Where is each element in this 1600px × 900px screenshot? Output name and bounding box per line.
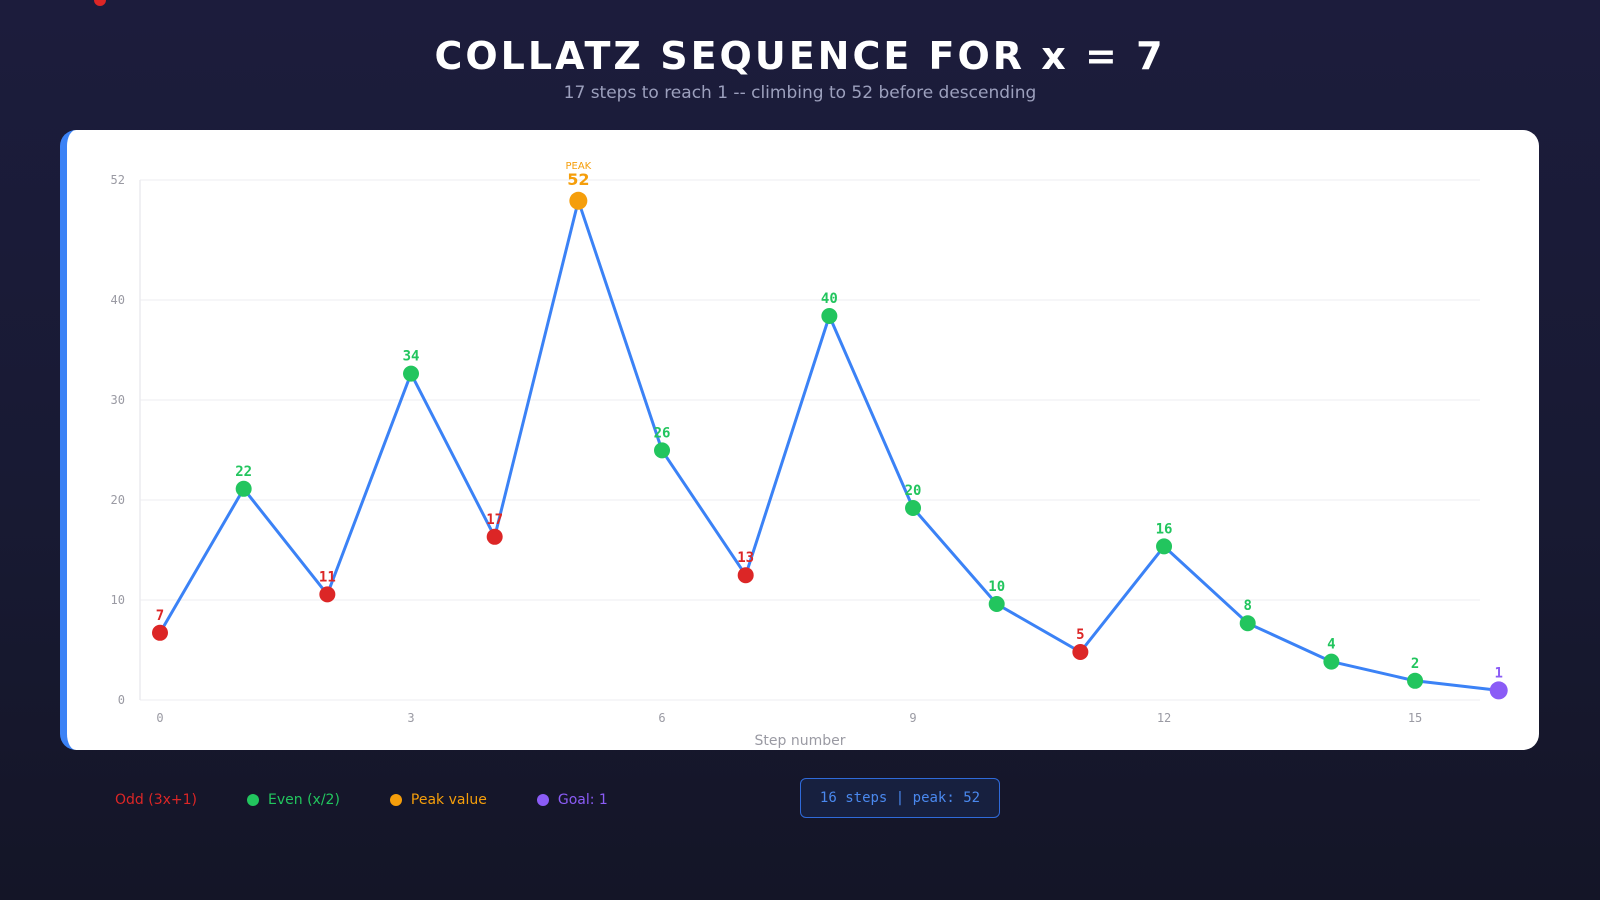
- x-tick-label: 6: [658, 711, 665, 725]
- legend-dot-icon: [247, 794, 259, 806]
- data-point-label: 5: [1076, 627, 1084, 643]
- y-tick-label: 20: [111, 493, 125, 507]
- legend-label: Odd (3x+1): [115, 792, 197, 808]
- x-axis-title: Step number: [755, 733, 846, 749]
- data-point-even[interactable]: [1156, 538, 1173, 555]
- legend-label: Even (x/2): [268, 792, 340, 808]
- data-point-even[interactable]: [1407, 672, 1424, 689]
- data-point-even[interactable]: [905, 500, 922, 516]
- data-point-odd[interactable]: [737, 567, 754, 584]
- data-point-label: 52: [567, 170, 589, 189]
- data-point-odd[interactable]: [319, 586, 336, 603]
- data-point-even[interactable]: [235, 480, 252, 497]
- y-tick-label: 0: [118, 693, 125, 707]
- legend-label: Goal: 1: [557, 792, 608, 808]
- data-point-goal[interactable]: [1489, 681, 1508, 700]
- data-point-odd[interactable]: [152, 624, 168, 641]
- data-point-peak[interactable]: [569, 191, 588, 210]
- data-point-label: 8: [1243, 598, 1251, 614]
- legend-item: Peak value: [389, 792, 487, 808]
- data-point-label: 7: [156, 608, 164, 624]
- data-point-even[interactable]: [654, 442, 671, 459]
- data-point-label: 13: [737, 550, 754, 566]
- data-point-label: 1: [1495, 665, 1503, 681]
- data-point-even[interactable]: [988, 596, 1005, 612]
- legend-dot-icon: [536, 794, 549, 806]
- stats-badge: 16 steps | peak: 52: [800, 778, 1000, 818]
- legend-item: Odd (3x+1): [115, 792, 197, 808]
- x-tick-label: 9: [909, 711, 916, 725]
- data-point-label: 22: [235, 464, 252, 480]
- data-point-even[interactable]: [1323, 653, 1340, 670]
- data-point-label: 16: [1156, 521, 1173, 537]
- data-point-label: 2: [1411, 656, 1419, 672]
- data-point-label: 10: [988, 579, 1005, 595]
- data-point-label: 17: [486, 512, 503, 528]
- legend-label: Peak value: [410, 792, 487, 808]
- data-point-label: 40: [821, 291, 838, 307]
- legend-item: Even (x/2): [247, 792, 340, 808]
- y-tick-label: 30: [111, 393, 125, 407]
- peak-annotation: PEAK: [565, 161, 591, 172]
- y-tick-label: 52: [111, 173, 125, 187]
- chart-card: 0 10 20 30 40 52 0 3 6 9 12 15 Step number 7 22 11 34 17 5…: [60, 130, 1539, 750]
- sequence-line: [158, 199, 1499, 692]
- y-tick-label: 10: [111, 593, 125, 607]
- data-point-label: 34: [403, 349, 420, 365]
- data-point-odd[interactable]: [486, 528, 503, 545]
- chart-legend: Odd (3x+1) Even (x/2) Peak value Goal: 1: [115, 788, 658, 812]
- odd-legend-dot-misplaced: [94, 0, 106, 6]
- data-point-label: 4: [1327, 637, 1335, 653]
- legend-item: Goal: 1: [536, 792, 608, 808]
- data-point-even[interactable]: [1239, 615, 1256, 632]
- data-point-even[interactable]: [821, 308, 838, 324]
- legend-dot-icon: [389, 794, 402, 806]
- data-point-odd[interactable]: [1072, 644, 1089, 660]
- x-tick-label: 0: [156, 711, 163, 725]
- data-point-even[interactable]: [403, 365, 420, 382]
- data-point-label: 26: [654, 425, 671, 441]
- data-point-label: 20: [905, 483, 922, 499]
- x-tick-label: 15: [1408, 711, 1422, 725]
- page-title: COLLATZ SEQUENCE FOR x = 7: [434, 34, 1166, 78]
- page-subtitle: 17 steps to reach 1 -- climbing to 52 be…: [563, 83, 1037, 103]
- data-point-label: 11: [319, 569, 336, 585]
- x-tick-label: 3: [407, 711, 414, 725]
- x-tick-label: 12: [1157, 711, 1171, 725]
- y-tick-label: 40: [111, 293, 125, 307]
